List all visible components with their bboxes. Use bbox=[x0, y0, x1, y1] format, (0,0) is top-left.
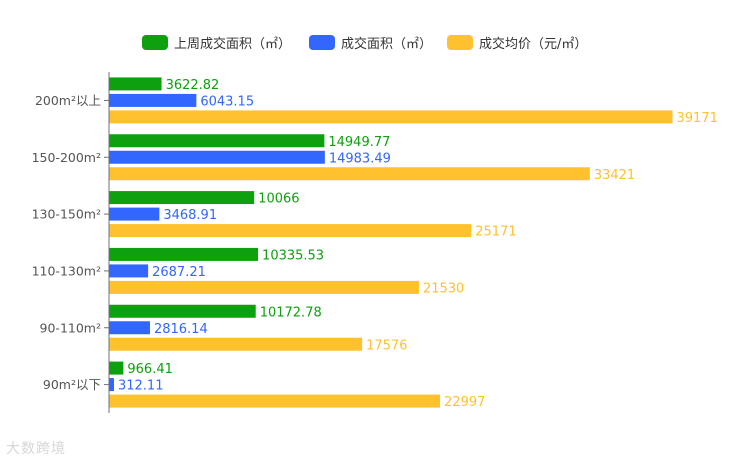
y-tick-label: 150-200m² bbox=[32, 150, 101, 165]
data-label: 10335.53 bbox=[262, 248, 324, 263]
data-label: 6043.15 bbox=[200, 94, 254, 109]
bar[interactable] bbox=[109, 191, 255, 205]
bar[interactable] bbox=[109, 247, 259, 261]
legend-label: 上周成交面积（㎡） bbox=[174, 36, 292, 52]
data-label: 14949.77 bbox=[328, 135, 390, 150]
data-label: 39171 bbox=[677, 111, 718, 126]
data-label: 2816.14 bbox=[154, 322, 208, 337]
legend-label: 成交均价（元/㎡） bbox=[479, 36, 588, 52]
data-label: 3468.91 bbox=[163, 208, 217, 223]
data-label: 14983.49 bbox=[329, 151, 391, 166]
bar[interactable] bbox=[109, 304, 256, 318]
bar[interactable] bbox=[109, 378, 114, 392]
data-label: 21530 bbox=[423, 281, 464, 296]
legend-item-last-week-area[interactable]: 上周成交面积（㎡） bbox=[142, 32, 291, 52]
data-label: 2687.21 bbox=[152, 265, 206, 280]
y-tick-label: 110-130m² bbox=[32, 263, 101, 278]
bar[interactable] bbox=[109, 167, 590, 181]
bar[interactable] bbox=[109, 337, 363, 351]
bar[interactable] bbox=[109, 150, 325, 164]
bar[interactable] bbox=[109, 77, 162, 91]
data-label: 10172.78 bbox=[260, 305, 322, 320]
bar[interactable] bbox=[109, 264, 149, 278]
data-label: 966.41 bbox=[127, 362, 173, 377]
y-tick-label: 90-110m² bbox=[40, 320, 101, 335]
data-label: 22997 bbox=[444, 395, 485, 410]
bar[interactable] bbox=[109, 280, 419, 294]
y-tick-label: 90m²以下 bbox=[43, 377, 101, 392]
bar[interactable] bbox=[109, 207, 160, 221]
legend-swatch-yellow bbox=[447, 34, 473, 50]
watermark: 大数跨境 bbox=[6, 441, 66, 457]
legend-item-avg-price[interactable]: 成交均价（元/㎡） bbox=[447, 32, 587, 52]
bar[interactable] bbox=[109, 394, 441, 408]
data-label: 33421 bbox=[594, 168, 635, 183]
data-label: 312.11 bbox=[118, 379, 164, 394]
bar[interactable] bbox=[109, 110, 673, 124]
legend-item-area[interactable]: 成交面积（㎡） bbox=[309, 32, 432, 52]
legend-swatch-green bbox=[142, 34, 168, 50]
y-tick-label: 130-150m² bbox=[32, 207, 101, 222]
data-label: 17576 bbox=[366, 338, 407, 353]
bar[interactable] bbox=[109, 361, 124, 375]
bar[interactable] bbox=[109, 321, 150, 335]
y-tick-label: 200m²以上 bbox=[35, 93, 101, 108]
legend-label: 成交面积（㎡） bbox=[341, 36, 433, 52]
legend: 上周成交面积（㎡） 成交面积（㎡） 成交均价（元/㎡） bbox=[0, 32, 734, 52]
bar[interactable] bbox=[109, 224, 472, 238]
data-label: 3622.82 bbox=[166, 78, 220, 93]
data-label: 25171 bbox=[475, 225, 516, 240]
bar[interactable] bbox=[109, 93, 197, 107]
legend-swatch-blue bbox=[309, 34, 335, 50]
bar[interactable] bbox=[109, 134, 325, 148]
data-label: 10066 bbox=[258, 192, 299, 207]
